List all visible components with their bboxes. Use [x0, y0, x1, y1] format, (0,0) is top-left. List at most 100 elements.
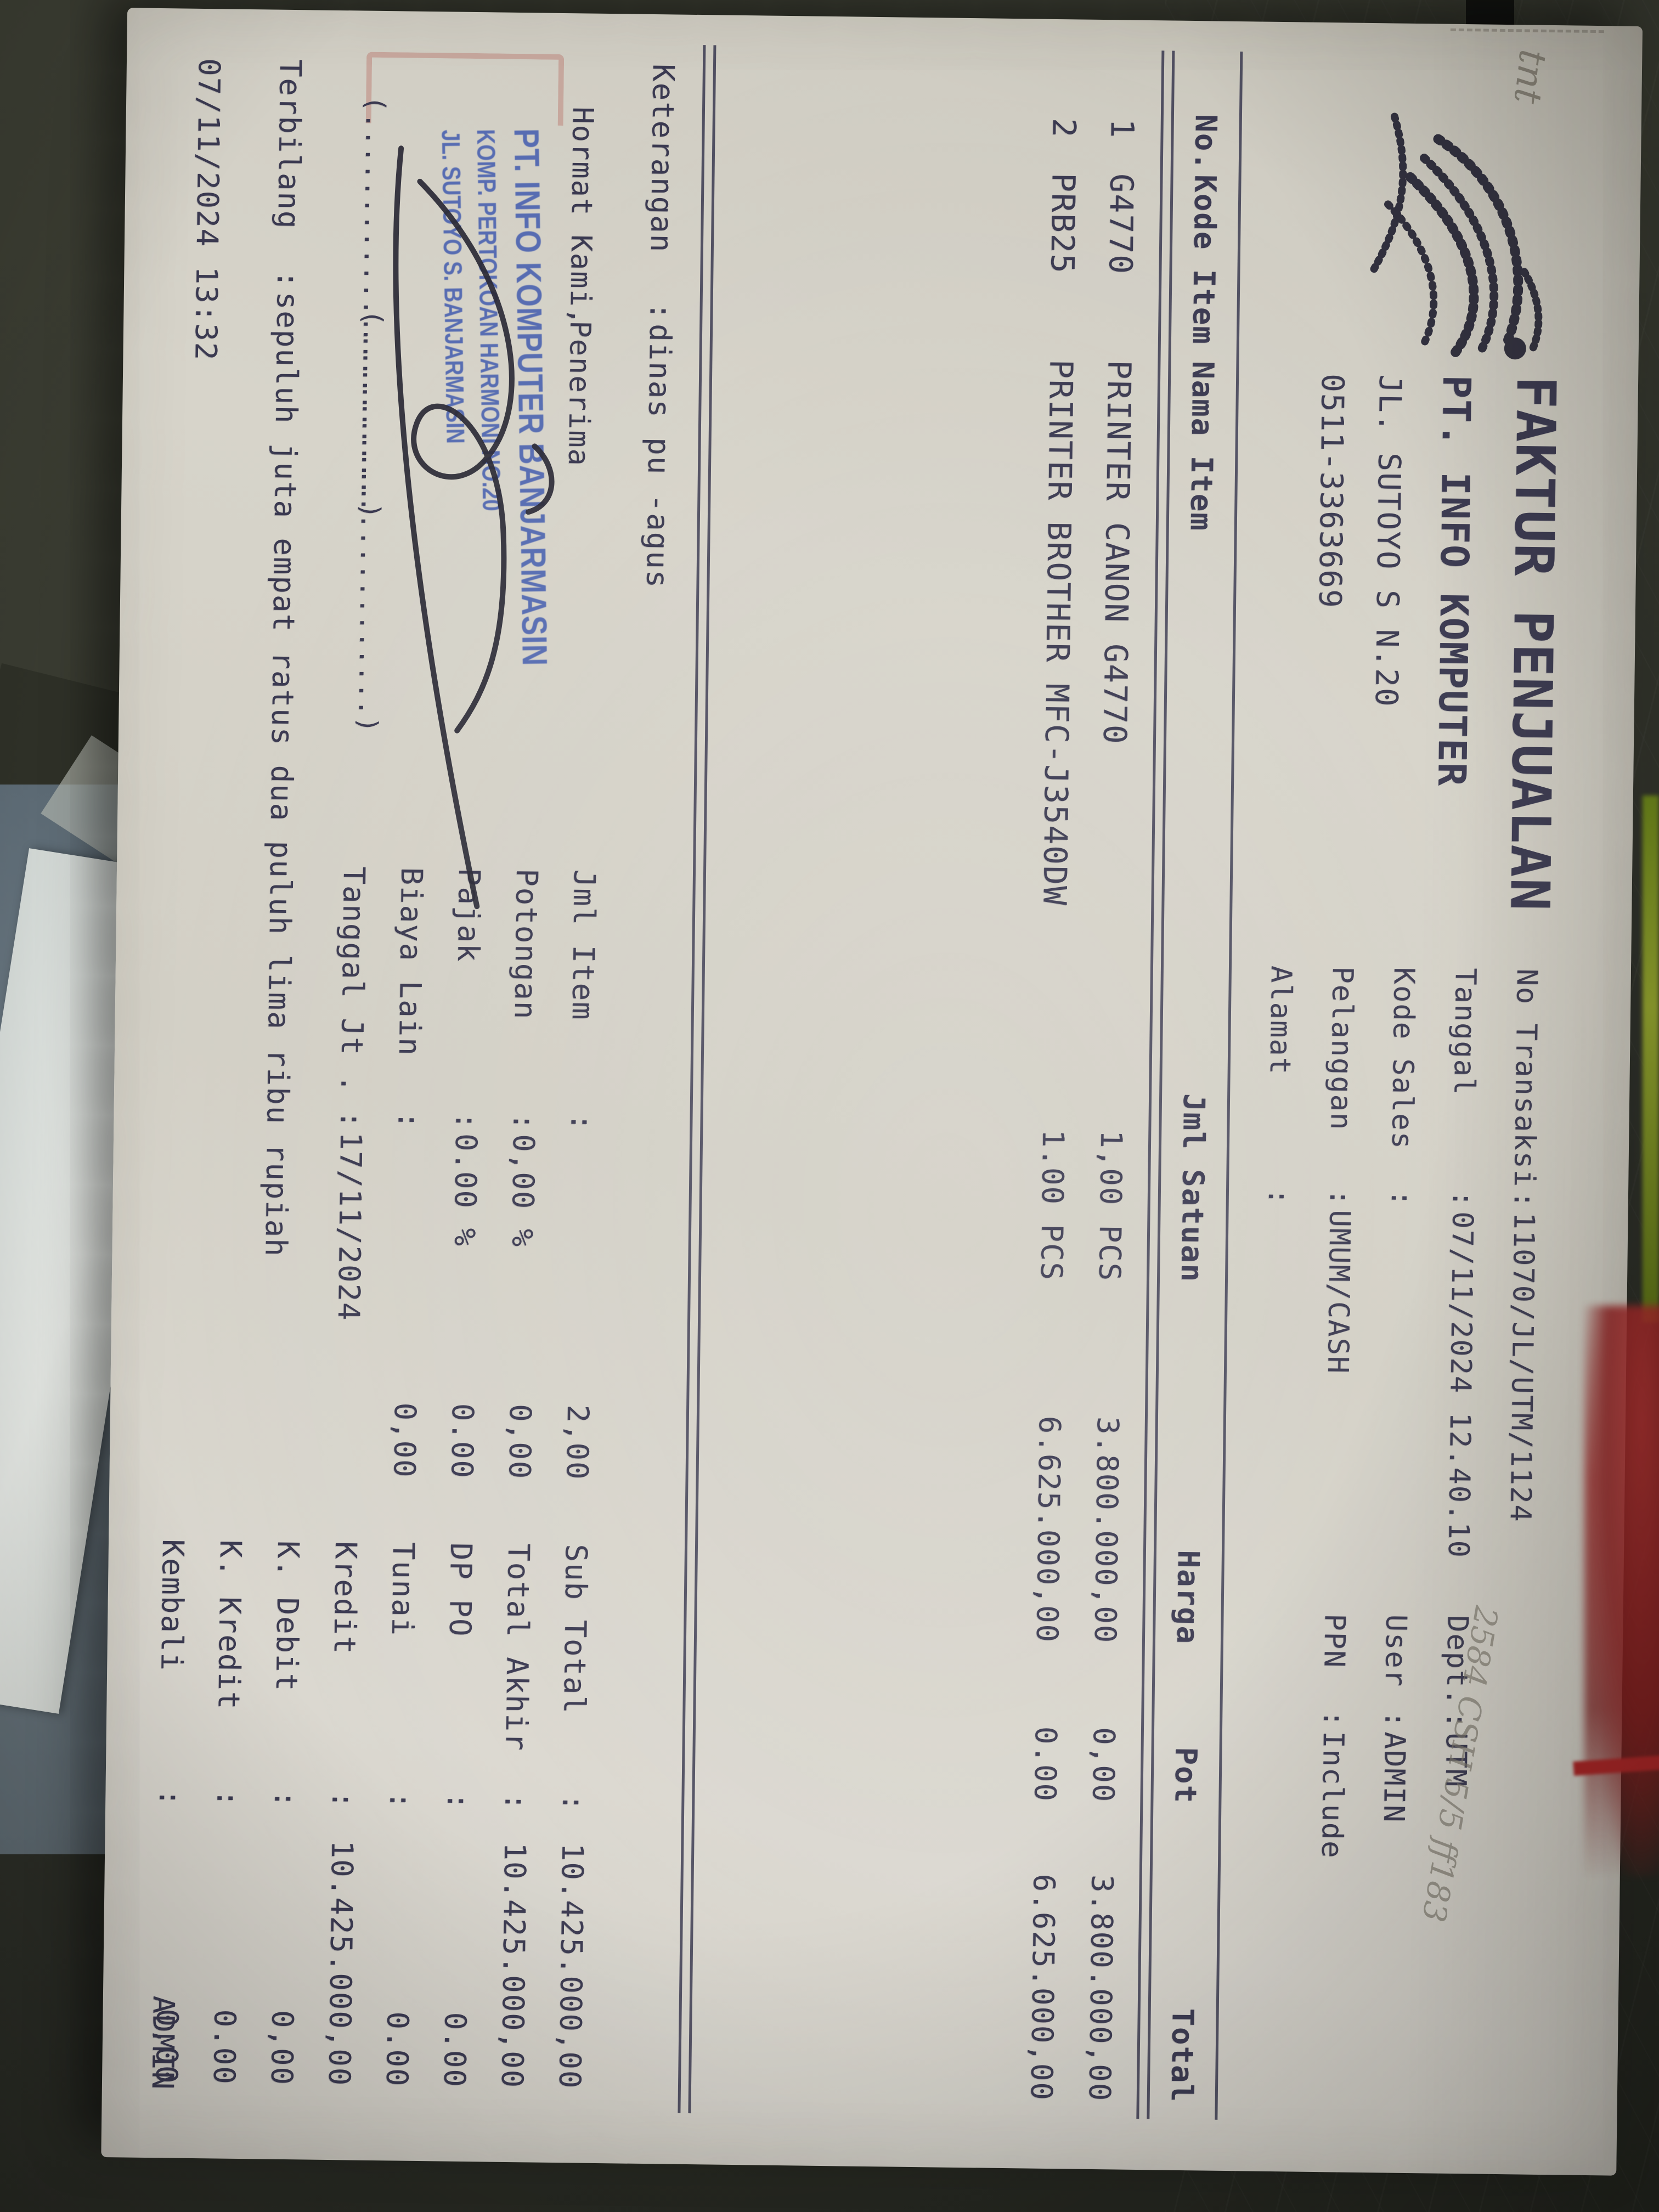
summary-row-biaya-lain: Biaya Lain : 0,00: [387, 867, 430, 1479]
info-value: 07/11/2024 12.40.10: [1441, 1211, 1479, 1559]
summary-value: 0.00: [206, 2009, 242, 2086]
colon: :: [210, 1789, 245, 1809]
info-label: Kode Sales: [1385, 967, 1421, 1150]
colon: :: [383, 1791, 418, 1811]
summary-label: Tunai: [385, 1542, 421, 1637]
col-header-no: No.: [1188, 114, 1223, 172]
terbilang-label: Terbilang: [271, 59, 308, 230]
col-header-kode: Kode Item: [1186, 174, 1223, 346]
company-address: JL. SUTOYO S N.20: [1368, 374, 1408, 708]
red-cable: [1584, 1306, 1659, 1876]
cell-kode: PRB25: [1043, 172, 1082, 275]
summary-label: K. Debit: [269, 1540, 306, 1692]
colon: :: [1446, 1190, 1480, 1209]
summary-value: 0,00: [502, 1403, 538, 1480]
colon: :: [268, 1790, 303, 1809]
summary-value: [337, 1313, 339, 1477]
cell-pot: 0,00: [1086, 1726, 1122, 1803]
summary-pct: [569, 1135, 571, 1316]
col-header-jml: Jml Satuan: [1174, 1093, 1212, 1283]
colon: :: [1261, 1188, 1295, 1207]
summary-value: 0.00: [437, 2012, 473, 2089]
summary-row-tanggal-jt: Tanggal Jt . : 17/11/2024: [330, 866, 371, 1478]
summary-pct: 0.00 %: [447, 1133, 484, 1248]
info-value: Include: [1315, 1730, 1350, 1859]
colon: :: [334, 1110, 369, 1130]
info-row-pelanggan: Pelanggan : UMUM/CASH: [1321, 966, 1359, 1374]
colon: :: [564, 1113, 599, 1133]
cell-kode: G4770: [1102, 173, 1141, 275]
signature-dotted-line: (.......................): [352, 309, 388, 734]
colon: :: [643, 302, 678, 321]
summary-label: Kembali: [154, 1539, 191, 1672]
printed-by-user: ADMIN: [145, 1995, 181, 2091]
info-row-tanggal: Tanggal : 07/11/2024 12.40.10: [1442, 968, 1482, 1559]
info-label: Pelanggan: [1324, 966, 1359, 1131]
colon: :: [449, 1111, 484, 1131]
summary-pct: [396, 1132, 398, 1313]
keterangan-label: Keterangan: [644, 63, 681, 253]
summary-value: 0.00: [379, 2011, 415, 2087]
cell-nama: PRINTER CANON G4770: [1096, 359, 1138, 746]
summary-row-pajak: Pajak : 0.00 % 0.00: [444, 868, 487, 1480]
colon: :: [1323, 1188, 1357, 1207]
corner-pencil-scribble: tnt: [1505, 47, 1555, 106]
summary-value: 2,00: [560, 1404, 596, 1481]
summary-value: 0.00: [444, 1403, 481, 1480]
cell-harga: 3.800.000,00: [1087, 1416, 1125, 1644]
info-label: Alamat: [1263, 965, 1298, 1076]
colon: :: [1378, 1710, 1412, 1729]
terbilang-value: sepuluh juta empat ratus dua puluh lima …: [258, 291, 305, 1258]
summary-value: 10.425.000,00: [321, 1840, 360, 2087]
invoice-title: FAKTUR PENJUALAN: [1498, 375, 1567, 912]
col-header-harga: Harga: [1170, 1550, 1206, 1645]
summary-row-jml-item: Jml Item : 2,00: [560, 869, 602, 1481]
company-logo-icon: [1369, 112, 1543, 360]
red-stamp-fragment: [365, 52, 565, 126]
colon: :: [153, 1788, 188, 1808]
colon: :: [556, 1793, 591, 1813]
summary-label: Total Akhir: [499, 1543, 537, 1752]
cell-total: 3.800.000,00: [1082, 1874, 1120, 2102]
table-header-rule: [1136, 50, 1175, 2119]
logo-head-dot: [1504, 337, 1526, 360]
info-row-kode-sales: Kode Sales :: [1385, 967, 1420, 1211]
company-phone: 0511-3363669: [1311, 373, 1351, 610]
summary-value: 10.425.000,00: [494, 1842, 533, 2089]
colon: :: [325, 1790, 360, 1810]
terbilang-row: Terbilang : sepuluh juta empat ratus dua…: [258, 59, 308, 1258]
colon: :: [270, 270, 306, 290]
summary-value: 10.425.000,00: [552, 1843, 590, 2090]
cell-no: 1: [1103, 119, 1141, 139]
summary-label: K. Kredit: [211, 1539, 249, 1711]
colon: :: [441, 1792, 476, 1812]
summary-row-potongan: Potongan : 0,00 % 0,00: [502, 868, 544, 1480]
info-row-user: User : ADMIN: [1377, 1614, 1413, 1823]
cell-total: 6.625.000,00: [1024, 1874, 1062, 2102]
pen-signature: [393, 145, 555, 910]
summary-label: Sub Total: [557, 1544, 594, 1715]
pencil-dash-marks: [1450, 28, 1604, 33]
table-bottom-rule: [678, 45, 716, 2114]
keterangan-row: Keterangan : dinas pu -agus: [640, 64, 681, 589]
keterangan-value: dinas pu -agus: [640, 323, 678, 589]
info-label: Tanggal: [1447, 967, 1482, 1096]
cell-pot: 0.00: [1028, 1726, 1064, 1803]
colon: :: [498, 1792, 533, 1812]
col-header-nama: Nama Item: [1183, 360, 1221, 532]
company-name: PT. INFO KOMPUTER: [1429, 375, 1480, 787]
colon: :: [1507, 1190, 1541, 1210]
colon: :: [1317, 1709, 1350, 1729]
info-value: UMUM/CASH: [1321, 1210, 1356, 1375]
colon: :: [391, 1111, 426, 1131]
summary-value: 0,00: [387, 1402, 423, 1479]
summary-pct: 17/11/2024: [331, 1132, 369, 1322]
summary-row-dp-po: DP PO : 0.00: [437, 1543, 478, 2089]
summary-label: DP PO: [442, 1542, 479, 1638]
cell-nama: PRINTER BROTHER MFC-J3540DW: [1036, 359, 1080, 907]
summary-row-sub-total: Sub Total : 10.425.000,00: [552, 1544, 594, 2090]
summary-row-k-debit: K. Debit : 0,00: [264, 1541, 306, 2086]
info-row-no-transaksi: No Transaksi : 11070/JL/UTM/1124: [1504, 968, 1543, 1523]
col-header-pot: Pot: [1168, 1747, 1204, 1804]
